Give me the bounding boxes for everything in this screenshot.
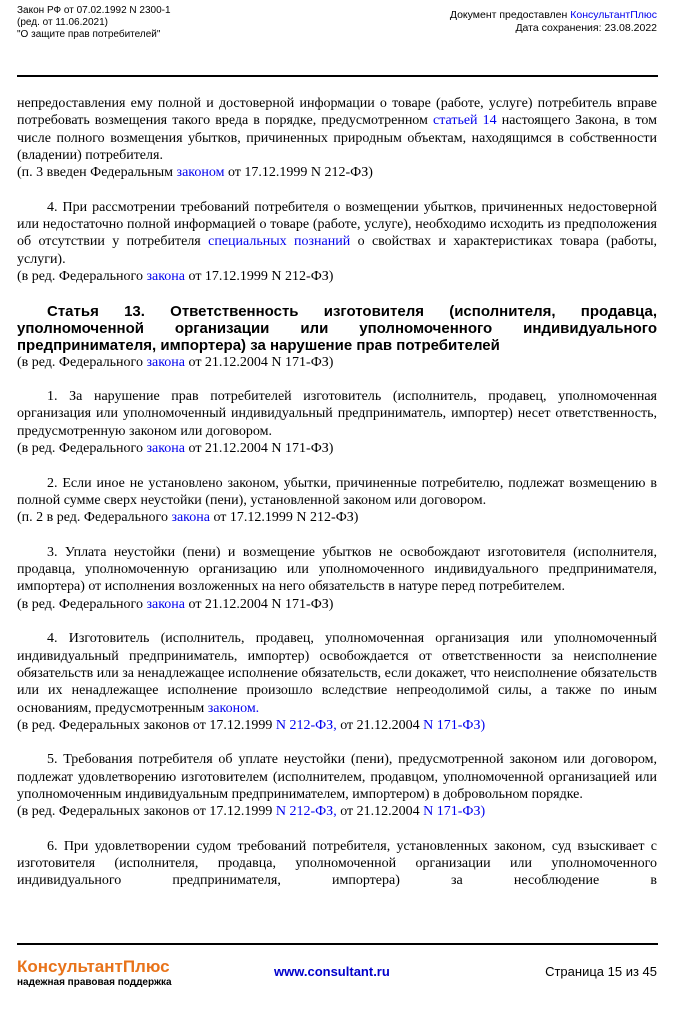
link[interactable]: закона (146, 354, 185, 370)
brand: КонсультантПлюс (17, 957, 170, 976)
document-body: непредоставления ему полной и достоверно… (17, 95, 657, 890)
link[interactable]: законом. (207, 700, 260, 716)
text-run: (п. 2 в ред. Федерального (17, 510, 172, 526)
text-run: от 21.12.2004 N 171-ФЗ) (185, 596, 334, 612)
paragraph: 1. За нарушение прав потребителей изгото… (17, 388, 657, 440)
text-run: настоящего Закона, в том числе полного в… (17, 113, 657, 163)
text-run: 1. За нарушение прав потребителей изгото… (17, 389, 657, 439)
note: (в ред. Федерального закона от 17.12.199… (17, 268, 657, 285)
saved-date: Дата сохранения: 23.08.2022 (515, 22, 657, 34)
link[interactable]: закона (146, 441, 185, 457)
note: (в ред. Федерального закона от 21.12.200… (17, 596, 657, 613)
note: (п. 2 в ред. Федерального закона от 17.1… (17, 509, 657, 526)
text-run: от 17.12.1999 N 212-ФЗ) (224, 165, 373, 181)
text-run: (в ред. Федеральных законов от 17.12.199… (17, 804, 276, 820)
text-run: (в ред. Федерального (17, 441, 147, 457)
link[interactable]: законом (176, 165, 225, 181)
text-run: 3. Уплата неустойки (пени) и возмещение … (17, 544, 657, 595)
text-run: от 17.12.1999 N 212-ФЗ) (209, 510, 359, 526)
text-run: 5. Требования потребителя об уплате неус… (17, 752, 657, 802)
text-run: от 21.12.2004 (336, 717, 424, 733)
law-name: "О защите прав потребителей" (17, 29, 161, 40)
header-right: Документ предоставлен КонсультантПлюс Да… (450, 9, 657, 35)
text-run: (в ред. Федерального (17, 268, 147, 284)
text-run: Статья 13. Ответственность изготовителя … (17, 302, 657, 354)
page-number: Страница 15 из 45 (545, 964, 657, 979)
link[interactable]: N 212-ФЗ, (275, 717, 337, 733)
paragraph: 5. Требования потребителя об уплате неус… (17, 751, 657, 803)
law-edition: (ред. от 11.06.2021) (17, 17, 108, 28)
text-run: о свойствах и характеристиках товара (ра… (17, 234, 658, 267)
text-run: от 21.12.2004 (336, 804, 424, 820)
link[interactable]: N 212-ФЗ, (275, 804, 337, 820)
link[interactable]: N 171-ФЗ) (423, 717, 486, 733)
text-run: непредоставления ему полной и достоверно… (17, 96, 657, 129)
note: (в ред. Федерального закона от 21.12.200… (17, 354, 657, 371)
note: (в ред. Федеральных законов от 17.12.199… (17, 803, 657, 820)
text-run: 4. Изготовитель (исполнитель, продавец, … (17, 631, 657, 716)
header-left: Закон РФ от 07.02.1992 N 2300-1 (ред. от… (17, 5, 171, 41)
paragraph: 3. Уплата неустойки (пени) и возмещение … (17, 544, 657, 596)
text-run: (в ред. Федерального (17, 354, 147, 370)
link[interactable]: закона (146, 596, 185, 612)
text-run: 2. Если иное не установлено законом, убы… (17, 475, 657, 508)
link[interactable]: закона (171, 510, 210, 526)
link[interactable]: N 171-ФЗ) (423, 804, 486, 820)
provider-link[interactable]: КонсультантПлюс (570, 9, 657, 21)
note: (п. 3 введен Федеральным законом от 17.1… (17, 164, 657, 181)
text-run: (в ред. Федеральных законов от 17.12.199… (17, 717, 276, 733)
header-rule (17, 75, 658, 77)
paragraph: 6. При удовлетворении судом требований п… (17, 838, 657, 890)
paragraph: 2. Если иное не установлено законом, убы… (17, 475, 657, 510)
site-link[interactable]: www.consultant.ru (274, 964, 390, 979)
paragraph: 4. При рассмотрении требований потребите… (17, 199, 657, 268)
text-run: от 17.12.1999 N 212-ФЗ) (185, 268, 334, 284)
continuation: непредоставления ему полной и достоверно… (17, 95, 657, 164)
link[interactable]: закона (146, 268, 185, 284)
law-title: Закон РФ от 07.02.1992 N 2300-1 (17, 5, 171, 16)
tagline: надежная правовая поддержка (17, 977, 172, 988)
footer-rule (17, 943, 658, 945)
note: (в ред. Федеральных законов от 17.12.199… (17, 717, 657, 734)
text-run: (п. 3 введен Федеральным (17, 165, 177, 181)
heading: Статья 13. Ответственность изготовителя … (17, 303, 657, 354)
provided-line: Документ предоставлен КонсультантПлюс (450, 9, 657, 22)
text-run: от 21.12.2004 N 171-ФЗ) (185, 441, 334, 457)
text-run: 6. При удовлетворении судом требований п… (17, 838, 657, 889)
link[interactable]: специальных познаний (208, 234, 351, 250)
text-run: от 21.12.2004 N 171-ФЗ) (185, 354, 334, 370)
note: (в ред. Федерального закона от 21.12.200… (17, 440, 657, 457)
text-run: (в ред. Федерального (17, 596, 147, 612)
paragraph: 4. Изготовитель (исполнитель, продавец, … (17, 630, 657, 716)
provided-text: Документ предоставлен (449, 9, 571, 21)
link[interactable]: статьей 14 (432, 113, 497, 129)
text-run: 4. При рассмотрении требований потребите… (17, 199, 657, 250)
